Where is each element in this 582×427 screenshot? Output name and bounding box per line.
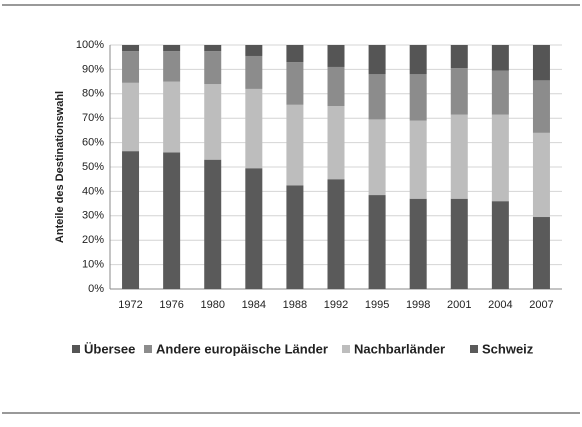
y-tick-label: 50%: [82, 161, 104, 173]
y-tick-label: 90%: [82, 63, 104, 75]
bar-segment: [368, 119, 386, 196]
legend-label: Nachbarländer: [354, 341, 445, 356]
bar-segment: [532, 80, 550, 133]
bar-segment: [245, 55, 263, 89]
y-tick-label: 40%: [82, 185, 104, 197]
x-tick-label: 1984: [242, 299, 266, 311]
x-tick-label: 1992: [324, 299, 348, 311]
legend-label: Übersee: [84, 341, 135, 356]
y-tick-label: 20%: [82, 234, 104, 246]
bar-segment: [532, 45, 550, 81]
bar-segment: [163, 51, 181, 82]
bar-segment: [204, 84, 222, 160]
x-tick-label: 1998: [406, 299, 430, 311]
bar-segment: [122, 151, 140, 289]
y-tick-label: 30%: [82, 210, 104, 222]
x-tick-label: 1972: [118, 299, 142, 311]
bar-segment: [450, 114, 468, 199]
legend-label: Schweiz: [482, 341, 534, 356]
x-tick-label: 1980: [200, 299, 224, 311]
y-tick-label: 70%: [82, 112, 104, 124]
bar-segment: [286, 45, 304, 63]
bar-segment: [368, 74, 386, 120]
y-axis-label: Anteile des Destinationswahl: [54, 91, 66, 243]
bar-segment: [409, 198, 427, 289]
bar-segment: [491, 201, 509, 289]
bar-segment: [450, 198, 468, 289]
bar-segment: [532, 217, 550, 289]
y-tick-label: 100%: [76, 39, 104, 51]
y-tick-label: 80%: [82, 88, 104, 100]
bar-segment: [491, 45, 509, 71]
bar-segment: [122, 45, 140, 52]
x-tick-label: 1995: [365, 299, 389, 311]
bar-segment: [122, 51, 140, 83]
bar-segment: [122, 82, 140, 152]
bar-segment: [286, 185, 304, 289]
bar-segment: [368, 45, 386, 75]
bar-segment: [245, 88, 263, 169]
legend-swatch: [342, 345, 350, 353]
bar-segment: [204, 45, 222, 52]
y-tick-label: 0%: [88, 283, 104, 295]
bar-segment: [163, 81, 181, 153]
bar-segment: [245, 168, 263, 289]
bar-segment: [450, 45, 468, 69]
x-tick-label: 2007: [529, 299, 553, 311]
bar-segment: [409, 74, 427, 121]
legend-swatch: [144, 345, 152, 353]
bar-segment: [450, 68, 468, 115]
bar-segment: [327, 179, 345, 289]
y-tick-label: 10%: [82, 259, 104, 271]
x-tick-label: 2004: [488, 299, 512, 311]
bar-segment: [245, 45, 263, 56]
legend-label: Andere europäische Länder: [156, 341, 328, 356]
bar-segment: [491, 70, 509, 115]
bar-segment: [163, 152, 181, 289]
bar-segment: [204, 51, 222, 85]
bar-segment: [327, 106, 345, 180]
y-tick-label: 60%: [82, 137, 104, 149]
legend-swatch: [72, 345, 80, 353]
legend-swatch: [470, 345, 478, 353]
bar-segment: [204, 159, 222, 289]
bar-segment: [532, 132, 550, 218]
bar-segment: [491, 114, 509, 202]
bar-segment: [286, 104, 304, 186]
bar-segment: [327, 45, 345, 67]
x-tick-label: 1976: [159, 299, 183, 311]
x-tick-label: 1988: [283, 299, 307, 311]
bar-segment: [409, 45, 427, 75]
bar-segment: [286, 62, 304, 105]
bar-segment: [327, 66, 345, 106]
bar-segment: [368, 195, 386, 289]
x-tick-label: 2001: [447, 299, 471, 311]
bar-segment: [163, 45, 181, 52]
bar-segment: [409, 120, 427, 199]
